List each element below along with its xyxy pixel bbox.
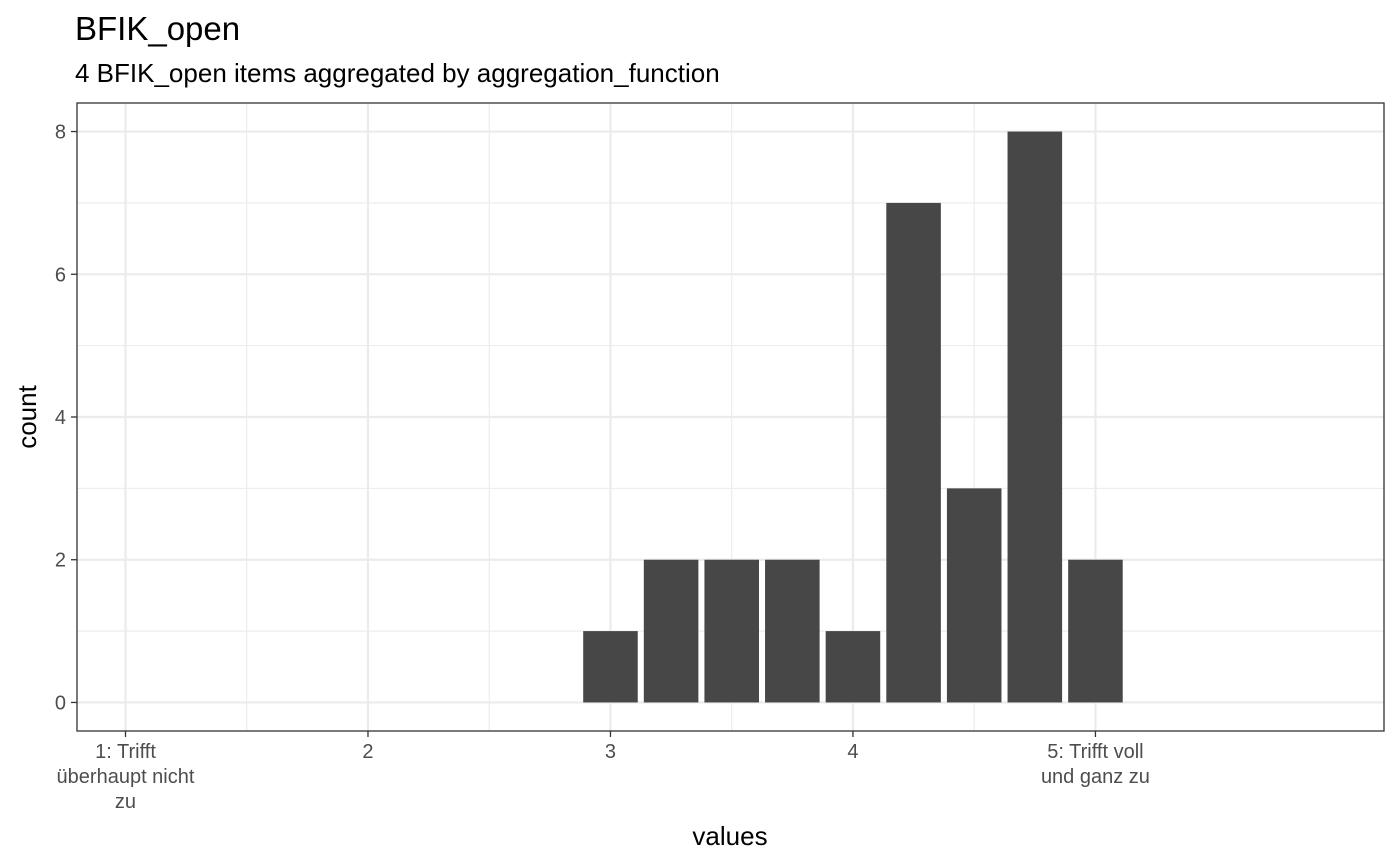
bar: [1068, 559, 1123, 703]
y-axis-title: count: [12, 384, 42, 448]
x-tick-label-line: 5: Trifft voll: [1047, 741, 1143, 763]
x-tick-label-line: 2: [362, 741, 373, 763]
y-tick-label: 8: [55, 122, 66, 144]
bars: [583, 131, 1123, 703]
x-tick-label-line: überhaupt nicht: [57, 766, 195, 788]
bar: [886, 202, 941, 703]
x-tick-label: 5: Trifft voll und ganz zu: [1041, 741, 1150, 788]
x-tick-label-line: 1: Trifft: [95, 741, 156, 763]
x-tick-label: 1: Trifft überhaupt nicht zu: [57, 741, 195, 813]
bar: [643, 559, 699, 703]
chart-title: BFIK_open: [75, 10, 240, 47]
chart-subtitle: 4 BFIK_open items aggregated by aggregat…: [75, 58, 720, 88]
x-axis-tick-labels: 1: Trifft überhaupt nicht zu 2 3 4 5: Trifft v…: [57, 741, 1150, 813]
bar: [583, 631, 638, 703]
bar: [1007, 131, 1063, 703]
x-tick-label-line: und ganz zu: [1041, 766, 1150, 788]
bar: [825, 631, 881, 703]
y-axis-tick-labels: 0 2 4 6 8: [55, 122, 66, 715]
x-tick-label-line: zu: [115, 791, 136, 813]
x-tick-label: 3: [605, 741, 616, 763]
axis-ticks: [71, 130, 1097, 737]
y-tick-label: 0: [55, 692, 66, 714]
x-tick-label: 2: [362, 741, 373, 763]
bar: [946, 488, 1002, 703]
x-axis-title: values: [692, 821, 767, 851]
y-tick-label: 6: [55, 264, 66, 286]
x-tick-label-line: 4: [847, 741, 858, 763]
y-tick-label: 2: [55, 550, 66, 572]
y-tick-label: 4: [55, 407, 66, 429]
bar: [765, 559, 820, 703]
x-tick-label: 4: [847, 741, 858, 763]
bar: [704, 559, 759, 703]
x-tick-label-line: 3: [605, 741, 616, 763]
